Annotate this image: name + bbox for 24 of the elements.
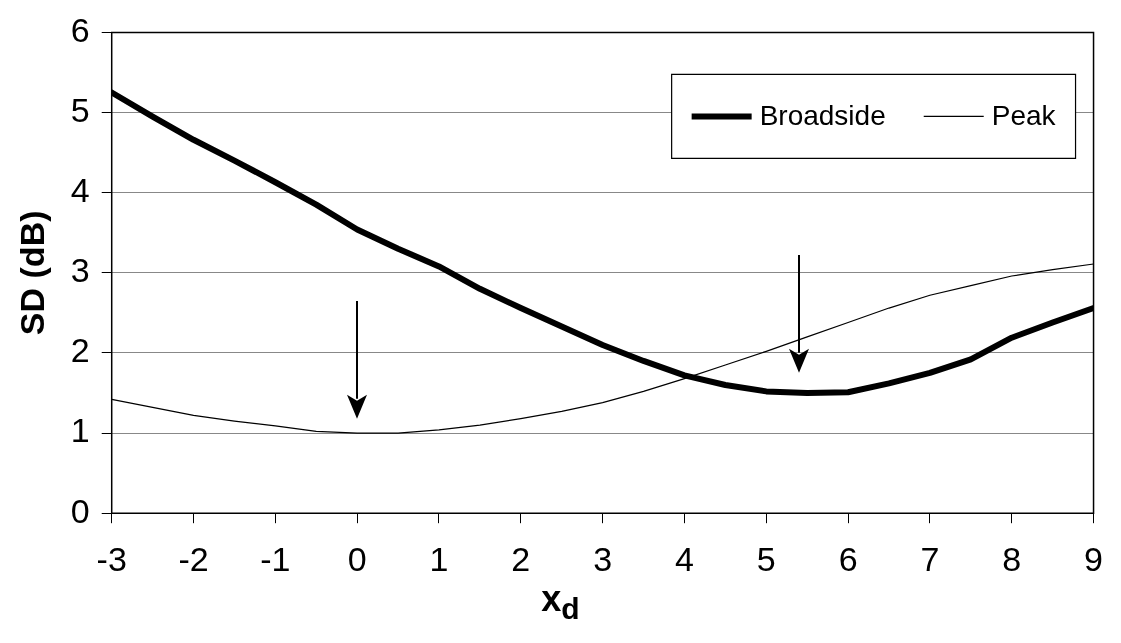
y-tick-label: 1 (70, 411, 90, 450)
y-tick-label: 0 (70, 491, 90, 530)
legend-label: Peak (991, 100, 1057, 132)
x-axis-title: x$_{d}$ (540, 578, 581, 627)
y-axis-title: SD (dB) (12, 210, 51, 336)
x-tick-label: 2 (511, 539, 531, 578)
x-tick-label: 1 (429, 539, 449, 578)
x-tick-label: 8 (1002, 539, 1022, 578)
x-tick-label: 7 (920, 539, 940, 578)
y-tick-label: 4 (70, 171, 90, 210)
x-tick-label: -3 (96, 539, 127, 578)
legend-label: Broadside (759, 100, 886, 132)
x-tick-label: 5 (756, 539, 776, 578)
y-tick-label: 2 (70, 331, 90, 370)
y-tick-label: 3 (70, 251, 90, 290)
x-tick-label: 0 (347, 539, 367, 578)
y-tick-label: 5 (70, 90, 90, 129)
x-tick-label: -1 (260, 539, 291, 578)
x-tick-label: 6 (838, 539, 858, 578)
x-tick-label: -2 (178, 539, 209, 578)
x-tick-label: 4 (674, 539, 694, 578)
x-tick-label: 9 (1084, 539, 1104, 578)
y-tick-label: 6 (70, 10, 90, 49)
x-tick-label: 3 (593, 539, 613, 578)
